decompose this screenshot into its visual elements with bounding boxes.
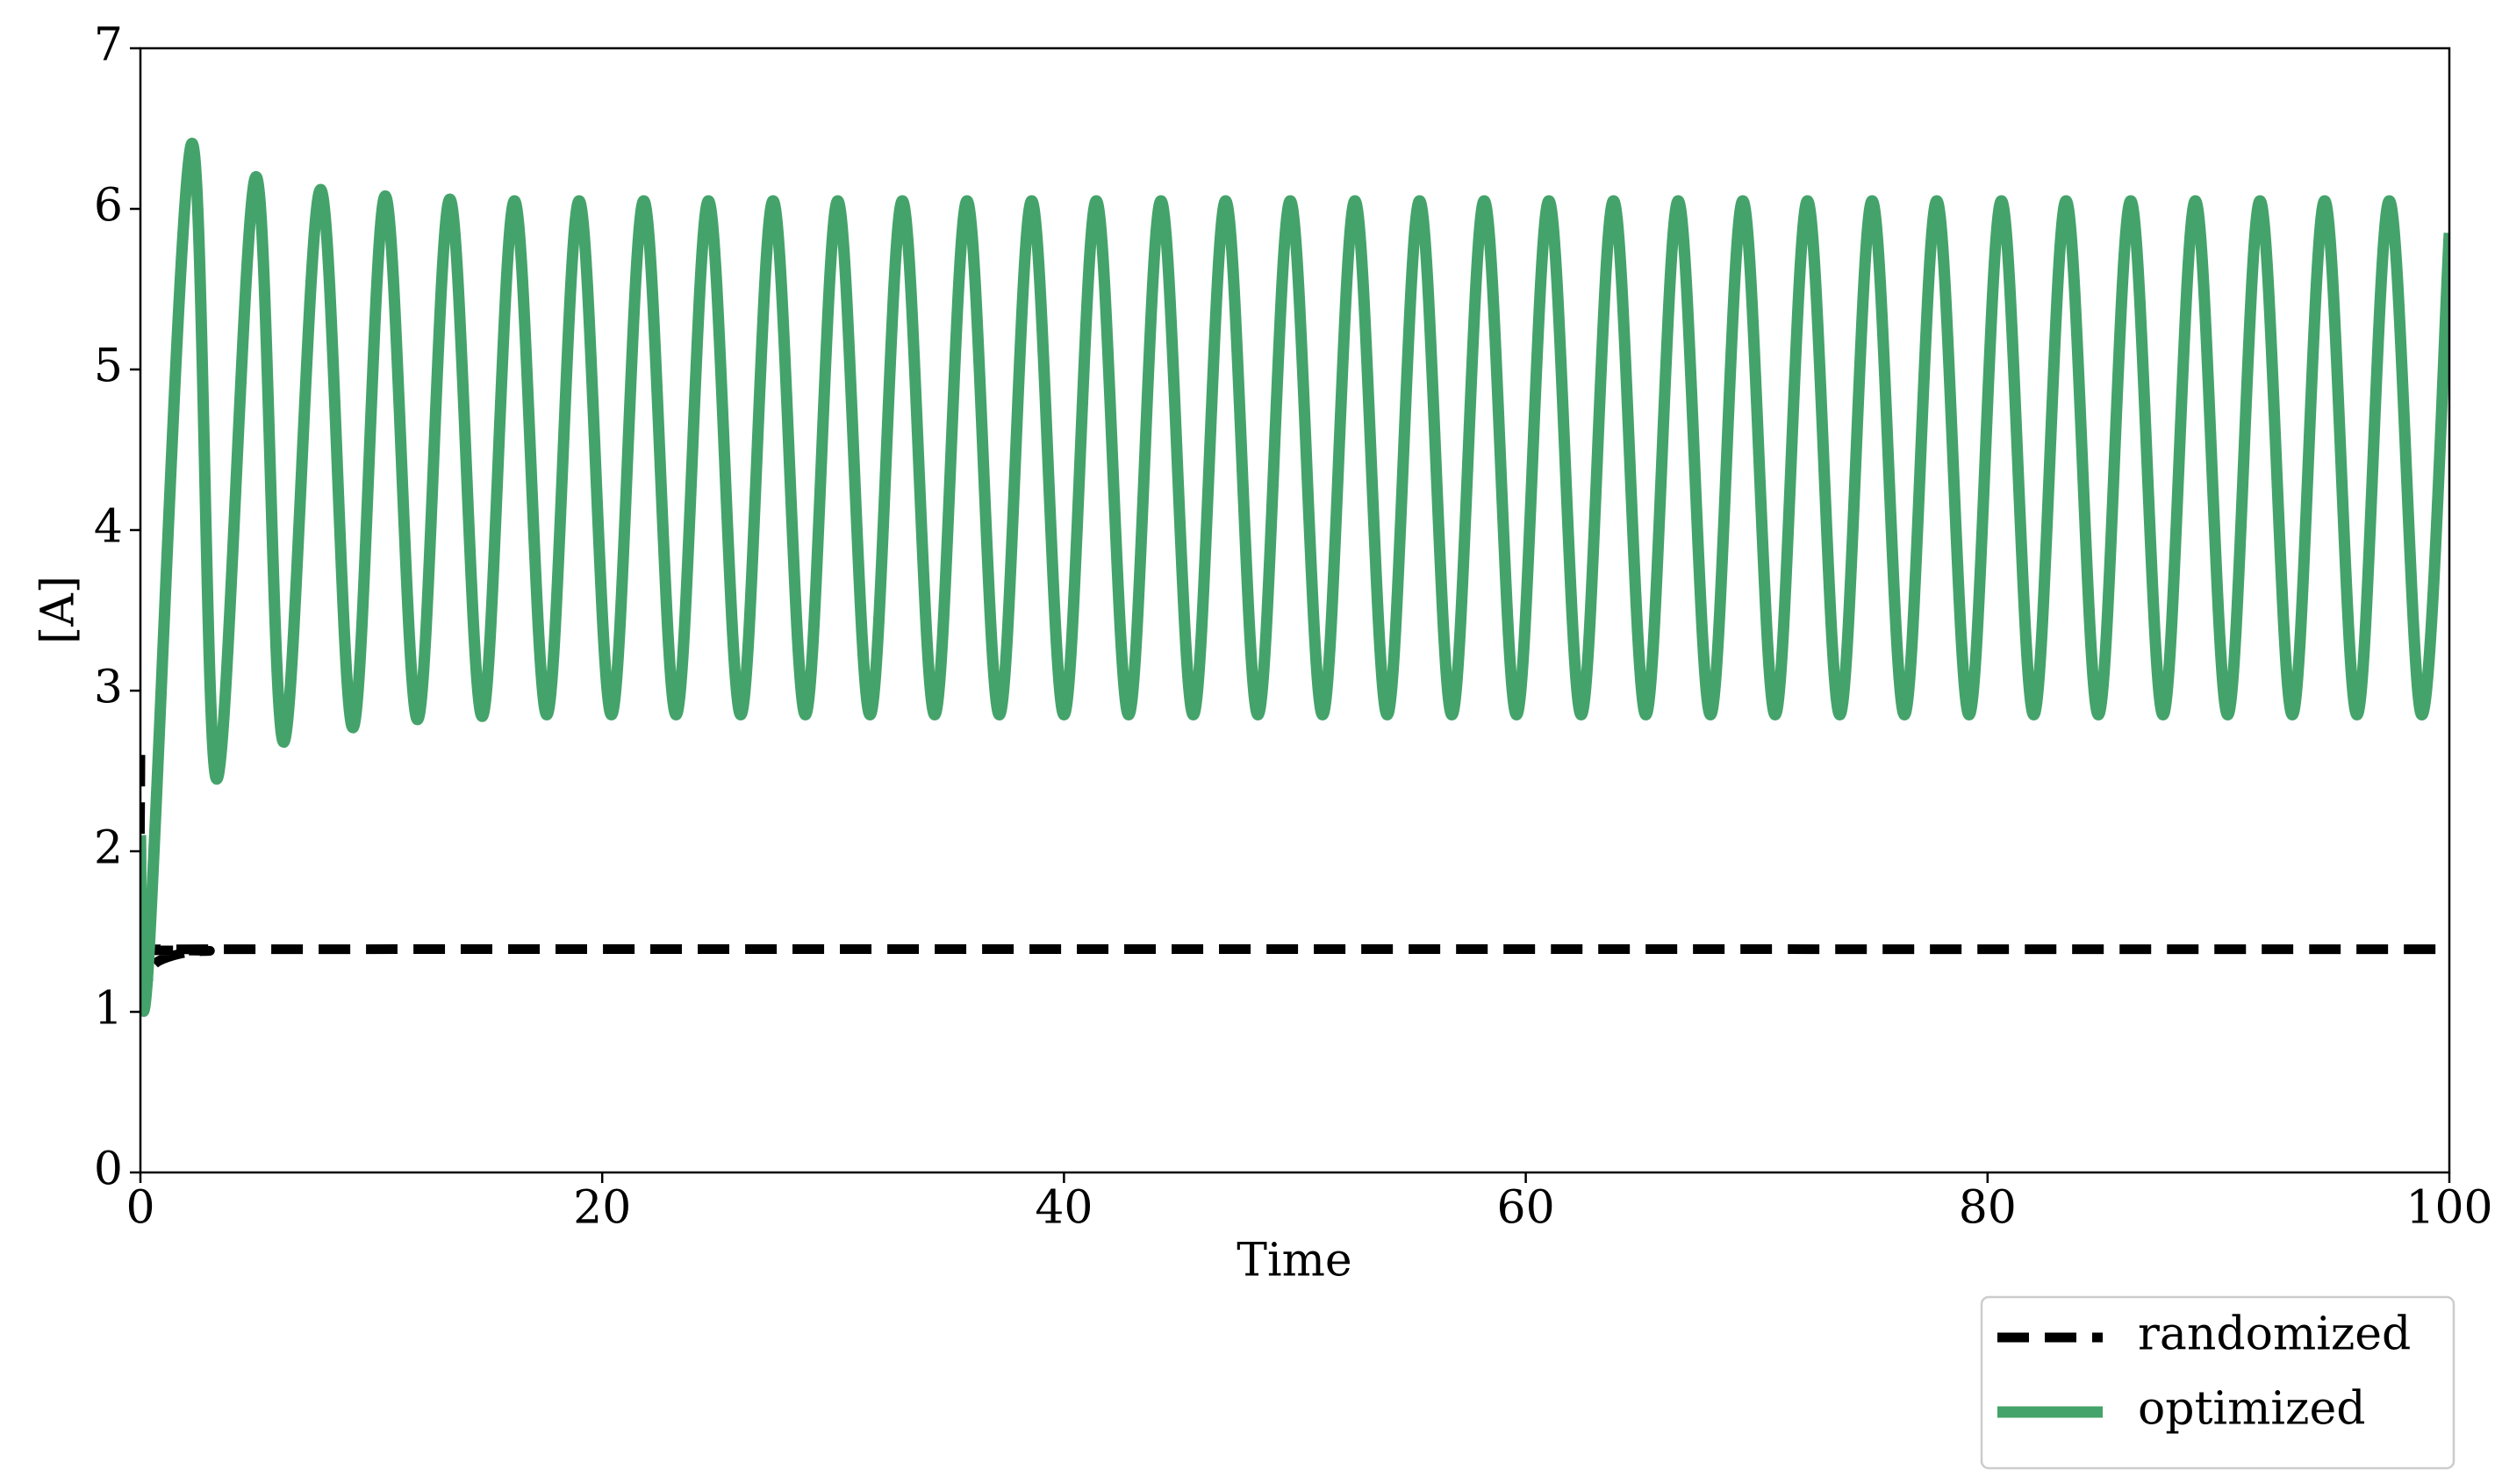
y-tick-label: 6 [94, 180, 123, 233]
x-tick-label: 100 [2405, 1182, 2492, 1235]
plot-lines [140, 138, 2449, 1017]
y-axis-label: [A] [32, 576, 85, 644]
x-tick-label: 0 [125, 1182, 154, 1235]
legend: randomized optimized [1980, 1295, 2455, 1470]
y-tick-label: 7 [94, 19, 123, 72]
y-tick-label: 2 [94, 822, 123, 875]
x-tick-label: 40 [1035, 1182, 1093, 1235]
series-line [140, 755, 2449, 1006]
legend-label: randomized [2138, 1308, 2411, 1361]
x-axis-label: Time [1237, 1235, 1351, 1287]
legend-label: optimized [2138, 1383, 2366, 1436]
series-line [140, 138, 2449, 1017]
x-tick-label: 80 [1959, 1182, 2017, 1235]
y-tick-label: 1 [94, 983, 123, 1036]
y-tick-label: 5 [94, 341, 123, 393]
y-tick-label: 0 [94, 1143, 123, 1196]
y-tick-label: 4 [94, 501, 123, 554]
x-tick-label: 20 [573, 1182, 631, 1235]
plot-frame [139, 47, 2451, 1174]
y-tick-label: 3 [94, 662, 123, 714]
x-tick-label: 60 [1497, 1182, 1555, 1235]
